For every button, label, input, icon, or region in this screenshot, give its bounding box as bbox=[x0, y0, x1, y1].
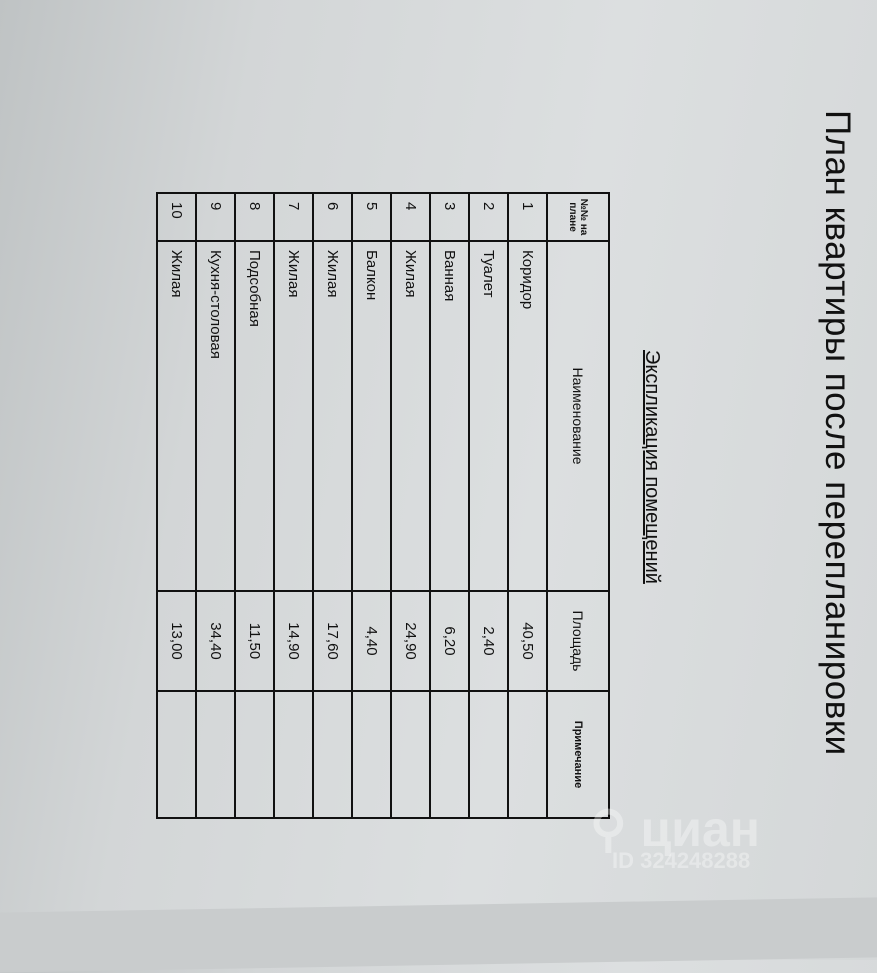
watermark-brand: циан bbox=[640, 801, 760, 857]
table-row: 5 Балкон 4,40 bbox=[352, 193, 391, 818]
cell-name: Жилая bbox=[157, 241, 196, 591]
cell-area: 11,50 bbox=[235, 591, 274, 691]
cell-name: Подсобная bbox=[235, 241, 274, 591]
cell-area: 2,40 bbox=[469, 591, 508, 691]
cell-number: 4 bbox=[391, 193, 430, 241]
header-number: №№ на плане bbox=[547, 193, 609, 241]
cell-area: 13,00 bbox=[157, 591, 196, 691]
header-name: Наименование bbox=[547, 241, 609, 591]
table-row: 6 Жилая 17,60 bbox=[313, 193, 352, 818]
cell-note bbox=[352, 691, 391, 818]
table-row: 8 Подсобная 11,50 bbox=[235, 193, 274, 818]
table-row: 1 Коридор 40,50 bbox=[508, 193, 547, 818]
cell-name: Кухня-столовая bbox=[196, 241, 235, 591]
table-row: 3 Ванная 6,20 bbox=[430, 193, 469, 818]
cell-note bbox=[157, 691, 196, 818]
cell-name: Коридор bbox=[508, 241, 547, 591]
cell-name: Жилая bbox=[274, 241, 313, 591]
cell-note bbox=[430, 691, 469, 818]
cell-number: 2 bbox=[469, 193, 508, 241]
cell-area: 34,40 bbox=[196, 591, 235, 691]
cell-area: 24,90 bbox=[391, 591, 430, 691]
cell-note bbox=[469, 691, 508, 818]
cell-number: 6 bbox=[313, 193, 352, 241]
cell-note bbox=[391, 691, 430, 818]
table-row: 10 Жилая 13,00 bbox=[157, 193, 196, 818]
cell-area: 4,40 bbox=[352, 591, 391, 691]
table-row: 9 Кухня-столовая 34,40 bbox=[196, 193, 235, 818]
header-note: Примечание bbox=[547, 691, 609, 818]
cell-note bbox=[508, 691, 547, 818]
cell-area: 17,60 bbox=[313, 591, 352, 691]
cell-number: 8 bbox=[235, 193, 274, 241]
watermark-logo: ⚲ циан bbox=[590, 801, 760, 857]
cell-name: Туалет bbox=[469, 241, 508, 591]
cell-name: Балкон bbox=[352, 241, 391, 591]
cell-area: 40,50 bbox=[508, 591, 547, 691]
table-row: 7 Жилая 14,90 bbox=[274, 193, 313, 818]
cell-note bbox=[196, 691, 235, 818]
table-row: 2 Туалет 2,40 bbox=[469, 193, 508, 818]
cell-number: 3 bbox=[430, 193, 469, 241]
table-header: №№ на плане Наименование Площадь Примеча… bbox=[547, 193, 609, 818]
cell-note bbox=[313, 691, 352, 818]
cell-area: 14,90 bbox=[274, 591, 313, 691]
rooms-table: №№ на плане Наименование Площадь Примеча… bbox=[156, 192, 610, 819]
cell-area: 6,20 bbox=[430, 591, 469, 691]
cell-note bbox=[235, 691, 274, 818]
cell-number: 7 bbox=[274, 193, 313, 241]
cell-number: 9 bbox=[196, 193, 235, 241]
cell-number: 1 bbox=[508, 193, 547, 241]
cell-name: Жилая bbox=[313, 241, 352, 591]
cell-note bbox=[274, 691, 313, 818]
cell-number: 5 bbox=[352, 193, 391, 241]
cell-name: Жилая bbox=[391, 241, 430, 591]
table-row: 4 Жилая 24,90 bbox=[391, 193, 430, 818]
watermark-id: ID 324248288 bbox=[612, 848, 751, 873]
cell-number: 10 bbox=[157, 193, 196, 241]
cell-name: Ванная bbox=[430, 241, 469, 591]
subtitle: Экспликация помещений bbox=[641, 350, 663, 584]
header-area: Площадь bbox=[547, 591, 609, 691]
page-title: План квартиры после перепланировки bbox=[818, 110, 857, 756]
